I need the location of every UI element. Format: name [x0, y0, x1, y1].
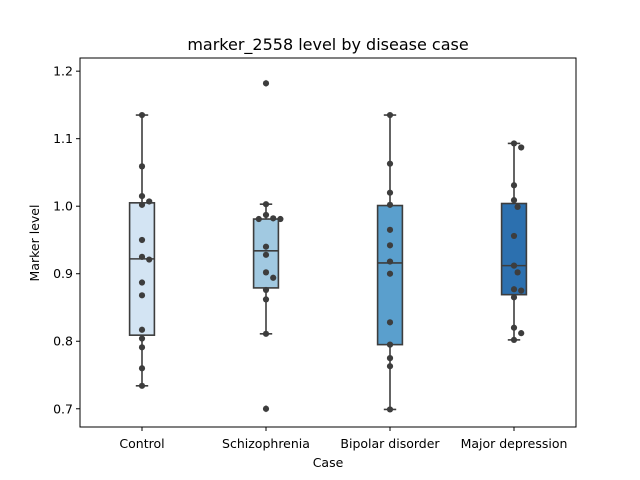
y-tick-label: 0.7 [53, 401, 73, 416]
data-point [387, 202, 393, 208]
data-point [387, 342, 393, 348]
data-point [139, 112, 145, 118]
data-point [387, 355, 393, 361]
data-point [387, 242, 393, 248]
data-point [270, 215, 276, 221]
data-point [518, 330, 524, 336]
data-point [387, 112, 393, 118]
data-point [146, 198, 152, 204]
data-point [139, 202, 145, 208]
data-point [270, 275, 276, 281]
y-tick-label: 1.0 [53, 199, 73, 214]
data-point [387, 227, 393, 233]
chart-title: marker_2558 level by disease case [187, 35, 468, 55]
data-point [139, 254, 145, 260]
data-point [263, 296, 269, 302]
data-point [139, 365, 145, 371]
data-point [511, 140, 517, 146]
data-point [139, 237, 145, 243]
y-axis-label: Marker level [27, 205, 42, 282]
x-tick-label: Control [119, 436, 164, 451]
data-point [277, 216, 283, 222]
data-point [511, 286, 517, 292]
data-point [515, 204, 521, 210]
chart: marker_2558 level by disease case 0.7 0.8… [0, 0, 640, 480]
data-point [256, 216, 262, 222]
data-point [139, 383, 145, 389]
data-point [511, 197, 517, 203]
data-point [263, 269, 269, 275]
data-point [387, 363, 393, 369]
data-point [387, 190, 393, 196]
x-tick-label: Bipolar disorder [340, 436, 440, 451]
data-point [139, 279, 145, 285]
data-point [511, 182, 517, 188]
data-point [515, 269, 521, 275]
y-tick-label: 1.1 [53, 131, 73, 146]
data-point [263, 201, 269, 207]
data-point [511, 337, 517, 343]
data-point [387, 271, 393, 277]
data-point [139, 335, 145, 341]
data-point [263, 244, 269, 250]
data-point [263, 331, 269, 337]
data-point [263, 287, 269, 293]
data-point [511, 263, 517, 269]
data-point [139, 163, 145, 169]
box-4 [502, 204, 527, 295]
plot-area: 0.7 0.8 0.9 1.0 1.1 1.2 Control Schizophrenia Bi… [53, 58, 576, 451]
data-point [387, 161, 393, 167]
data-point [263, 252, 269, 258]
data-point [518, 144, 524, 150]
data-point [139, 193, 145, 199]
y-tick-label: 1.2 [53, 64, 73, 79]
data-point [387, 258, 393, 264]
y-tick-label: 0.8 [53, 334, 73, 349]
data-point [146, 256, 152, 262]
data-point [263, 212, 269, 218]
data-point [518, 288, 524, 294]
data-point [263, 80, 269, 86]
y-tick-label: 0.9 [53, 266, 73, 281]
data-point [139, 292, 145, 298]
data-point [511, 294, 517, 300]
box-1 [130, 203, 155, 335]
data-point [139, 344, 145, 350]
data-point [387, 406, 393, 412]
x-axis-label: Case [313, 455, 344, 470]
data-point [139, 327, 145, 333]
x-tick-label: Schizophrenia [222, 436, 310, 451]
data-point [511, 233, 517, 239]
data-point [511, 325, 517, 331]
data-point [387, 319, 393, 325]
data-point [263, 406, 269, 412]
x-tick-label: Major depression [461, 436, 568, 451]
